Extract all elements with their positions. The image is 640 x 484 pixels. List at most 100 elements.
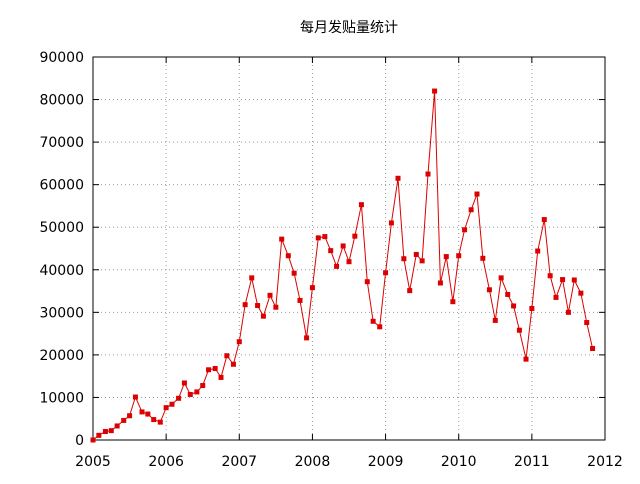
data-point <box>157 419 163 425</box>
data-point <box>492 317 498 323</box>
plot-frame <box>92 56 606 441</box>
data-point <box>560 277 566 283</box>
data-point <box>432 88 438 94</box>
data-point <box>565 309 571 315</box>
chart-title: 每月发贴量统计 <box>300 20 398 36</box>
x-tick-label: 2010 <box>441 454 477 470</box>
data-point <box>212 366 218 372</box>
data-point <box>395 175 401 181</box>
data-point <box>505 291 511 297</box>
data-point <box>377 324 383 330</box>
data-point <box>297 297 303 303</box>
ticks-layer: 0 10000 20000 30000 40000 50000 60000 70000 8000… <box>39 50 622 470</box>
data-point <box>194 389 200 395</box>
data-point <box>328 248 334 254</box>
data-point <box>102 428 108 434</box>
data-point <box>340 243 346 249</box>
data-point <box>407 288 413 294</box>
y-tick-label: 0 <box>75 433 84 449</box>
data-point <box>242 302 248 308</box>
data-point <box>437 280 443 286</box>
x-tick-label: 2012 <box>587 454 623 470</box>
data-point <box>480 255 486 261</box>
data-point <box>218 374 224 380</box>
y-tick-label: 40000 <box>39 263 84 279</box>
x-tick-label: 2008 <box>295 454 331 470</box>
grid-layer <box>93 57 605 440</box>
data-point <box>425 171 431 177</box>
data-point <box>151 417 157 423</box>
data-point <box>584 320 590 326</box>
data-point <box>121 417 127 423</box>
data-point <box>450 299 456 305</box>
x-tick-label: 2005 <box>75 454 111 470</box>
data-point <box>206 367 212 373</box>
data-point <box>486 287 492 293</box>
data-point <box>309 285 315 291</box>
data-point <box>346 259 352 265</box>
data-point <box>315 235 321 241</box>
series-layer <box>90 88 596 443</box>
data-point <box>200 383 206 389</box>
data-point <box>535 248 541 254</box>
data-point <box>413 251 419 257</box>
data-point <box>590 346 596 352</box>
data-point <box>553 294 559 300</box>
data-point <box>498 275 504 281</box>
data-point <box>334 263 340 269</box>
data-point <box>468 207 474 213</box>
data-point <box>249 275 255 281</box>
data-point <box>176 395 182 401</box>
data-point <box>169 401 175 407</box>
data-point <box>462 227 468 233</box>
data-point <box>108 428 114 434</box>
data-point <box>230 361 236 367</box>
y-tick-label: 60000 <box>39 178 84 194</box>
data-point <box>352 233 358 239</box>
data-point <box>96 432 102 438</box>
y-tick-label: 10000 <box>39 390 84 406</box>
data-point <box>181 380 187 386</box>
data-point <box>279 236 285 242</box>
data-point <box>273 304 279 310</box>
x-tick-label: 2009 <box>368 454 404 470</box>
data-point <box>90 437 96 443</box>
data-point <box>401 256 407 262</box>
data-point <box>523 356 529 362</box>
data-point <box>114 423 120 429</box>
data-point <box>260 313 266 319</box>
data-point <box>511 303 517 309</box>
y-tick-label: 30000 <box>39 305 84 321</box>
data-point <box>456 253 462 259</box>
x-tick-label: 2011 <box>514 454 550 470</box>
data-point <box>132 394 138 400</box>
data-point <box>139 409 145 415</box>
data-point <box>364 279 370 285</box>
data-point <box>383 270 389 276</box>
data-point <box>578 290 584 296</box>
data-point <box>304 335 310 341</box>
x-tick-label: 2007 <box>221 454 257 470</box>
data-point <box>547 273 553 279</box>
data-point <box>419 258 425 264</box>
data-point <box>516 327 522 333</box>
data-point <box>163 405 169 411</box>
data-point <box>529 306 535 312</box>
y-tick-label: 90000 <box>39 50 84 66</box>
data-point <box>370 318 376 324</box>
y-tick-label: 70000 <box>39 135 84 151</box>
data-point <box>224 353 230 359</box>
data-point <box>443 254 449 260</box>
data-point <box>541 217 547 223</box>
data-point <box>388 220 394 226</box>
data-point <box>187 391 193 397</box>
data-point <box>291 270 297 276</box>
data-point <box>255 303 261 309</box>
data-point <box>474 191 480 197</box>
y-tick-label: 80000 <box>39 93 84 109</box>
data-point <box>267 292 273 298</box>
data-point <box>358 202 364 208</box>
y-tick-label: 20000 <box>39 348 84 364</box>
